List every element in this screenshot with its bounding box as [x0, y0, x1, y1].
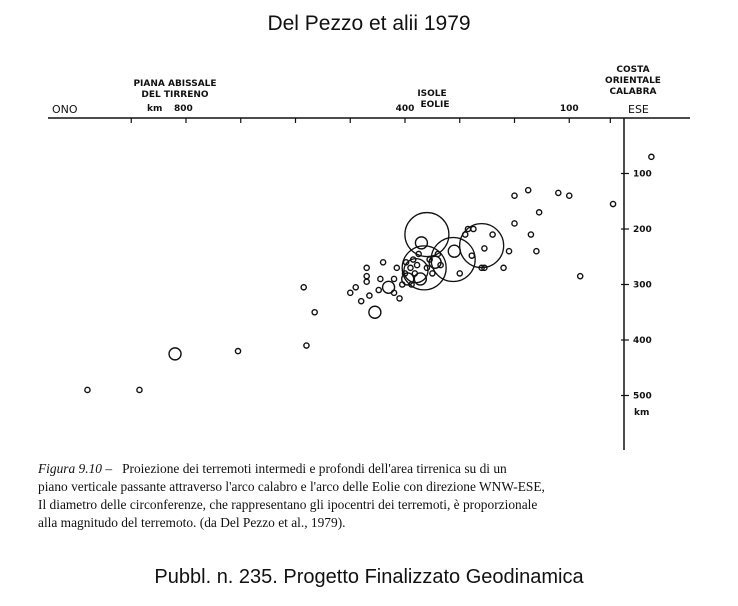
y-axis-unit-label: km [634, 408, 649, 418]
footer-text: Pubbl. n. 235. Progetto Finalizzato Geod… [154, 566, 584, 588]
x-ticks: 800 400 100 [130, 104, 611, 123]
hypocenter-point [379, 258, 387, 266]
hypocenter-point [390, 289, 398, 297]
hypocenter-point [363, 272, 370, 280]
hypocenter-point [533, 247, 540, 255]
hypocenter-point [413, 261, 421, 269]
hypocenter-point [381, 280, 396, 294]
hypocenter-point [396, 295, 403, 302]
figure-label: Figura 9.10 – [38, 461, 113, 476]
hypocenter-point [404, 211, 450, 258]
hypocenter-point [430, 236, 476, 283]
region-label-tyrrhenian-line1: PIANA ABISSALE [133, 79, 216, 89]
hypocenter-point [456, 270, 464, 277]
x-tick-label: 100 [560, 104, 579, 114]
hypocenter-point [407, 264, 414, 272]
hypocenter-point [447, 244, 461, 258]
hypocenter-point [168, 347, 182, 361]
y-tick-label: 400 [633, 336, 652, 346]
hypocenter-point [390, 275, 398, 283]
hypocenter-point [393, 264, 401, 272]
direction-label-right: ESE [628, 103, 649, 116]
hypocenter-point [377, 275, 384, 283]
y-tick-label: 100 [633, 170, 652, 180]
y-tick-label: 500 [633, 392, 652, 402]
y-tick-label: 200 [633, 225, 652, 235]
figure-caption: Figura 9.10 – Proiezione dei terremoti i… [38, 460, 710, 532]
hypocenter-point [352, 283, 360, 291]
hypocenter-point [648, 153, 655, 161]
hypocenter-point [470, 225, 477, 233]
caption-line-1: Proiezione dei terremoti intermedi e pro… [122, 461, 507, 476]
hypocenter-point [363, 264, 370, 272]
caption-line-4: alla magnitudo del terremoto. (da Del Pe… [38, 515, 346, 530]
hypocenter-point [434, 250, 442, 258]
hypocenter-point [576, 272, 584, 280]
hypocenter-point [535, 209, 543, 216]
hypocenter-chart: ONO ESE PIANA ABISSALE DEL TIRRENO ISOLE… [48, 65, 690, 450]
hypocenter-point [234, 347, 242, 355]
region-label-eolie-line1: ISOLE [417, 89, 446, 99]
hypocenter-point [511, 220, 518, 227]
hypocenter-point [524, 186, 532, 194]
hypocenter-points [84, 153, 655, 394]
region-label-calabria-line2: ORIENTALE [605, 76, 661, 86]
hypocenter-point [136, 386, 143, 394]
hypocenter-point [346, 289, 354, 297]
hypocenter-point [84, 386, 91, 394]
y-tick-label: 300 [633, 281, 652, 291]
region-label-eolie-line2: EOLIE [420, 100, 449, 110]
region-label-calabria-line3: CALABRA [609, 87, 656, 97]
x-tick-label: 800 [174, 104, 193, 114]
hypocenter-point [363, 278, 370, 286]
hypocenter-point [414, 236, 429, 250]
y-ticks: 100 200 300 400 500 [621, 170, 652, 402]
hypocenter-point [300, 283, 308, 291]
hypocenter-point [555, 189, 562, 197]
hypocenter-point [458, 222, 505, 269]
caption-line-2: piano verticale passante attraverso l'ar… [38, 479, 545, 494]
hypocenter-point [437, 261, 444, 269]
hypocenter-point [500, 264, 507, 272]
caption-line-3: Il diametro delle circonferenze, che rap… [38, 497, 538, 512]
hypocenter-point [413, 272, 428, 286]
direction-label-left: ONO [52, 103, 78, 116]
hypocenter-point [368, 305, 382, 319]
x-axis-unit-label: km [147, 104, 162, 114]
hypocenter-point [401, 245, 447, 291]
hypocenter-point [489, 231, 496, 238]
region-label-tyrrhenian-line2: DEL TIRRENO [141, 90, 209, 100]
hypocenter-point [357, 297, 365, 305]
hypocenter-point [481, 264, 488, 272]
hypocenter-point [311, 308, 318, 316]
hypocenter-point [527, 231, 535, 238]
hypocenter-point [511, 192, 518, 199]
x-tick-label: 400 [396, 104, 415, 114]
hypocenter-point [609, 200, 617, 208]
region-label-calabria-line1: COSTA [616, 65, 649, 75]
hypocenter-point [303, 342, 310, 349]
hypocenter-point [565, 192, 573, 199]
page-title: Del Pezzo et alii 1979 [267, 12, 471, 35]
hypocenter-point [429, 270, 436, 277]
hypocenter-point [505, 247, 513, 255]
hypocenter-point [366, 292, 373, 299]
hypocenter-point [478, 264, 485, 272]
hypocenter-point [375, 286, 383, 294]
hypocenter-point [423, 264, 431, 272]
hypocenter-point [481, 245, 488, 252]
hypocenter-point [468, 252, 476, 259]
